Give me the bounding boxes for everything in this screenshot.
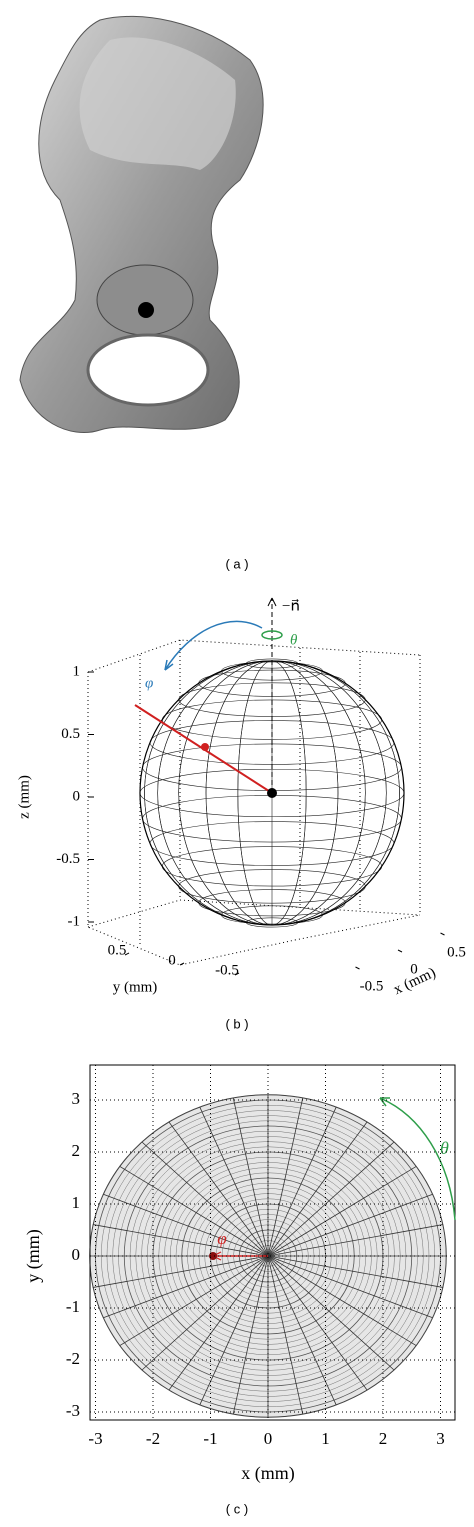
spoke	[267, 1166, 417, 1257]
caption: ( c )	[226, 1501, 248, 1516]
x-tick-label: -0.5	[360, 978, 384, 994]
theta-arc	[261, 630, 283, 640]
spoke	[199, 1106, 269, 1257]
bone-render	[19, 15, 264, 434]
y-axis-label: y (mm)	[113, 979, 158, 995]
spoke	[103, 1255, 269, 1319]
spoke	[232, 1097, 269, 1257]
y-tick-label: 2	[72, 1141, 81, 1160]
spoke	[232, 1255, 269, 1415]
z-tick-label: -0.5	[56, 851, 80, 867]
y-axis-label: y (mm)	[23, 1229, 44, 1283]
box-frame	[87, 639, 421, 966]
plot-frame	[89, 1064, 456, 1421]
z-tick-label: -1	[68, 913, 81, 929]
z-tick-label: 0.5	[61, 726, 80, 742]
spoke	[267, 1106, 337, 1257]
center-point	[267, 788, 277, 798]
y-tick	[124, 952, 130, 956]
x-tick-label: 0.5	[447, 944, 466, 960]
x-tick-label: 0	[264, 1429, 273, 1448]
spoke	[267, 1255, 337, 1406]
caption: ( b )	[225, 1016, 248, 1031]
ray-point	[201, 743, 209, 751]
y-tick-label: -2	[66, 1349, 80, 1368]
theta-label: θ	[440, 1138, 449, 1158]
phi-arrowhead	[164, 659, 174, 671]
caption: ( a )	[225, 556, 248, 571]
spoke	[267, 1255, 433, 1319]
normal-label: −n⃗	[282, 598, 300, 614]
spoke	[267, 1121, 368, 1257]
y-tick-label: -3	[66, 1401, 80, 1420]
y-tick	[234, 972, 240, 976]
phi-arc	[164, 620, 263, 671]
x-tick-label: 1	[321, 1429, 330, 1448]
spoke	[267, 1141, 395, 1257]
y-tick-label: 1	[72, 1193, 81, 1212]
x-tick	[440, 932, 445, 936]
theta-label: θ	[290, 632, 298, 648]
z-tick-label: 1	[73, 663, 81, 679]
spoke	[199, 1255, 269, 1406]
spoke	[103, 1193, 269, 1257]
x-tick-label: 0	[410, 961, 418, 977]
y-tick-label: -1	[66, 1297, 80, 1316]
phi-label: φ	[145, 675, 153, 691]
spoke	[267, 1224, 443, 1257]
spoke	[119, 1166, 269, 1257]
x-tick-label: -2	[146, 1429, 160, 1448]
x-tick-label: 2	[379, 1429, 388, 1448]
spoke	[267, 1193, 433, 1257]
spoke	[267, 1255, 304, 1415]
y-tick-label: 0	[168, 952, 176, 968]
phi-label: φ	[217, 1229, 226, 1248]
x-tick-label: -1	[203, 1429, 217, 1448]
x-tick-label: -3	[88, 1429, 102, 1448]
normal-arrow	[267, 597, 277, 607]
spoke	[267, 1255, 395, 1371]
y-tick-label: 0.5	[108, 942, 127, 958]
spoke	[141, 1255, 269, 1371]
spoke	[119, 1255, 269, 1346]
spoke	[93, 1224, 269, 1257]
spoke	[168, 1255, 269, 1391]
spoke	[168, 1121, 269, 1257]
x-tick	[355, 966, 360, 970]
z-tick-label: 0	[73, 788, 81, 804]
spoke	[93, 1255, 269, 1288]
spoke	[267, 1097, 304, 1257]
spoke	[267, 1255, 417, 1346]
y-tick-label: 3	[72, 1089, 81, 1108]
theta-arc	[379, 1097, 456, 1221]
x-tick	[397, 949, 403, 953]
y-tick-label: -0.5	[215, 962, 239, 978]
y-tick-label: 0	[72, 1245, 81, 1264]
x-tick-label: 3	[436, 1429, 445, 1448]
spoke	[267, 1255, 368, 1391]
spoke	[267, 1255, 443, 1288]
y-tick	[179, 962, 185, 966]
z-axis-label: z (mm)	[16, 775, 32, 819]
spoke	[141, 1141, 269, 1257]
x-axis-label: x (mm)	[241, 1463, 295, 1484]
